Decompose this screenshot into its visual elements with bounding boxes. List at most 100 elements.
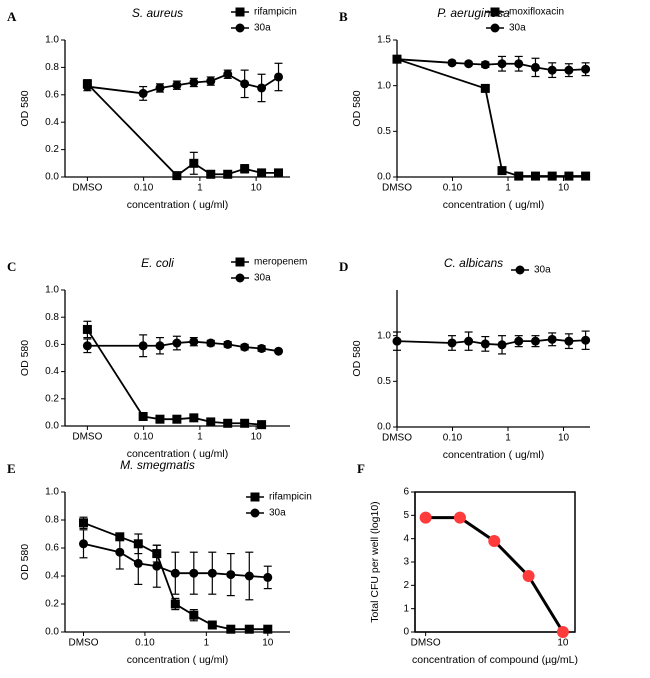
marker <box>170 568 180 578</box>
marker <box>189 77 199 87</box>
y-tick-label: 0.0 <box>45 627 59 638</box>
marker <box>274 346 284 356</box>
marker <box>530 62 540 72</box>
marker <box>206 417 216 427</box>
marker <box>223 69 233 79</box>
marker <box>155 414 165 424</box>
marker <box>514 171 524 181</box>
y-axis-label: OD 580 <box>19 544 31 580</box>
marker <box>581 171 591 181</box>
x-tick-label: 1 <box>505 433 511 444</box>
marker <box>138 88 148 98</box>
marker <box>244 624 254 634</box>
marker <box>547 334 557 344</box>
marker <box>547 171 557 181</box>
series-line <box>396 338 586 346</box>
marker <box>240 79 250 89</box>
y-axis-label: OD 580 <box>19 90 31 126</box>
marker <box>564 65 574 75</box>
legend-label: rifampicin <box>269 492 312 503</box>
marker <box>115 547 125 557</box>
y-tick-label: 0.4 <box>45 571 59 582</box>
x-tick-label: DMSO <box>382 183 412 194</box>
marker <box>240 342 250 352</box>
legend-label: 30a <box>534 265 551 276</box>
marker <box>447 58 457 68</box>
marker <box>133 558 143 568</box>
y-tick-label: 1.0 <box>45 285 59 296</box>
y-axis-label: Total CFU per well (log10) <box>369 501 381 622</box>
series-line <box>396 58 586 177</box>
legend-label: meropenem <box>254 257 307 268</box>
y-tick-label: 0.8 <box>45 312 59 323</box>
x-tick-label: 0.10 <box>443 183 463 194</box>
marker <box>497 166 507 176</box>
legend-label: 30a <box>254 273 271 284</box>
marker <box>138 411 148 421</box>
x-tick-label: 10 <box>558 183 570 194</box>
y-tick-label: 0.0 <box>377 422 391 433</box>
x-tick-label: DMSO <box>411 638 441 649</box>
marker <box>207 568 217 578</box>
y-tick-label: 1.0 <box>45 35 59 46</box>
series-line <box>425 516 565 633</box>
marker <box>82 324 92 334</box>
x-tick-label: 10 <box>262 638 274 649</box>
x-tick-label: 1 <box>505 183 511 194</box>
marker <box>447 338 457 348</box>
x-tick-label: 10 <box>557 638 569 649</box>
marker <box>497 59 507 69</box>
y-tick-label: 0 <box>403 627 409 638</box>
x-axis-label: concentration ( ug/ml) <box>443 199 545 211</box>
panel: 0.0 0.2 0.4 0.6 0.8 1.0 DMSO 0.10 1 10 C E. coli con… <box>7 256 307 460</box>
marker <box>78 539 88 549</box>
marker <box>244 571 254 581</box>
marker <box>480 83 490 93</box>
series-line <box>87 340 279 353</box>
marker <box>274 72 284 82</box>
y-tick-label: 0.6 <box>45 339 59 350</box>
legend-label: moxifloxacin <box>509 7 564 18</box>
marker <box>263 624 273 634</box>
panel-label: A <box>7 9 17 24</box>
panel-label: C <box>7 259 16 274</box>
legend-label: 30a <box>269 508 286 519</box>
x-tick-label: 0.10 <box>135 638 155 649</box>
series-line <box>83 542 268 579</box>
marker <box>453 511 466 524</box>
series-line <box>83 521 268 631</box>
panel: 0.0 0.5 1.0 DMSO 0.10 1 10 D C. albicans concentr… <box>339 256 591 461</box>
marker <box>480 339 490 349</box>
marker <box>392 54 402 64</box>
y-tick-label: 5 <box>403 510 409 521</box>
x-tick-label: 1 <box>197 432 203 443</box>
y-tick-label: 0.4 <box>45 117 59 128</box>
marker <box>257 83 267 93</box>
y-axis-label: OD 580 <box>351 340 363 376</box>
y-tick-label: 2 <box>403 580 409 591</box>
marker <box>547 65 557 75</box>
x-axis-label: concentration ( ug/ml) <box>127 654 229 666</box>
chart-title: M. smegmatis <box>120 458 195 472</box>
marker <box>206 76 216 86</box>
legend-label: rifampicin <box>254 7 297 18</box>
y-axis-label: OD 580 <box>19 340 31 376</box>
marker <box>223 418 233 428</box>
y-tick-label: 1 <box>403 603 409 614</box>
marker <box>172 414 182 424</box>
marker <box>564 171 574 181</box>
marker <box>530 171 540 181</box>
y-tick-label: 0.0 <box>45 172 59 183</box>
marker <box>152 561 162 571</box>
marker <box>155 83 165 93</box>
marker <box>488 535 501 547</box>
marker <box>464 336 474 346</box>
y-tick-label: 0.2 <box>45 144 59 155</box>
marker <box>497 340 507 350</box>
panel-label: D <box>339 259 348 274</box>
marker <box>257 343 267 353</box>
y-tick-label: 0.6 <box>45 543 59 554</box>
x-axis-label: concentration of compound (µg/mL) <box>412 654 578 666</box>
